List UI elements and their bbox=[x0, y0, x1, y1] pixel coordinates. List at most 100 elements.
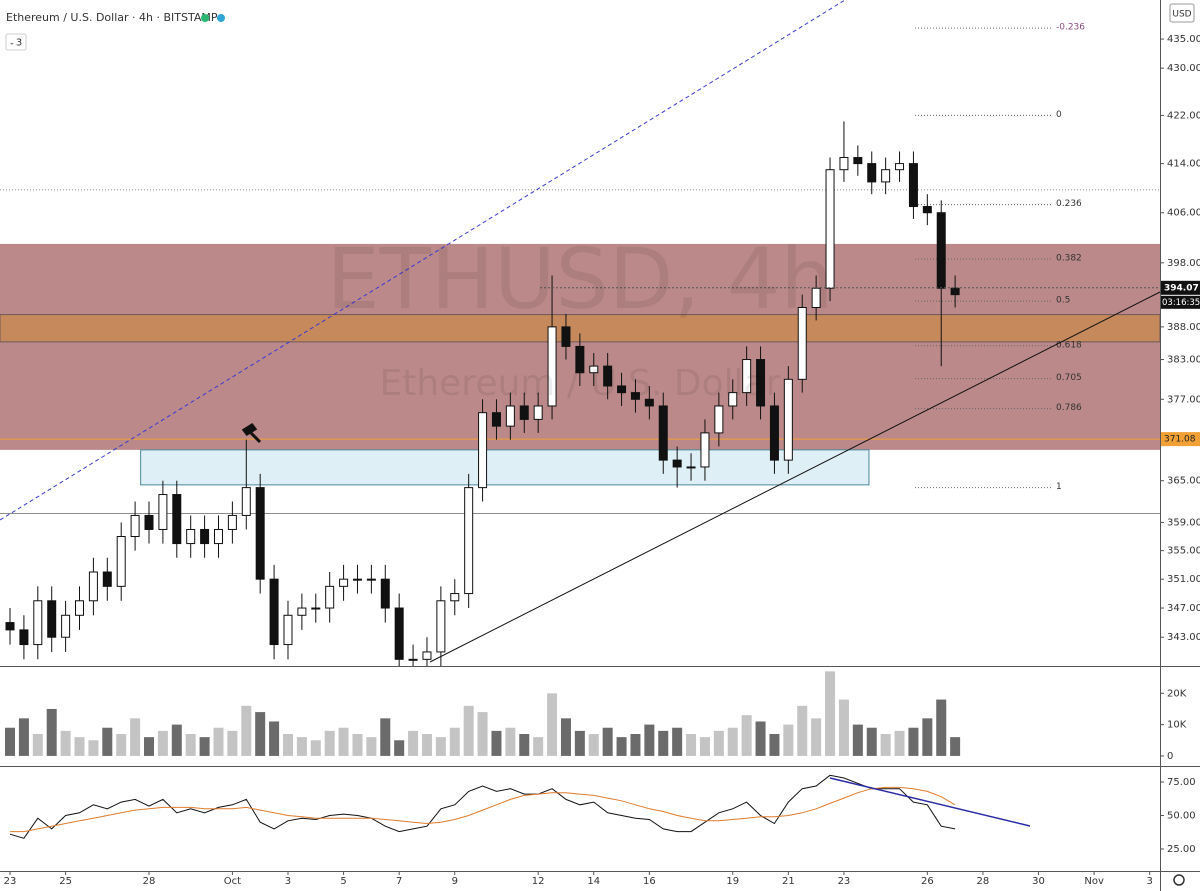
candle-body bbox=[19, 629, 29, 646]
candle-body bbox=[491, 412, 501, 427]
volume-bar bbox=[588, 734, 599, 756]
candle-body bbox=[130, 514, 140, 538]
status-dot bbox=[217, 14, 225, 22]
fib-label: 0.5 bbox=[1056, 296, 1070, 306]
volume-bar bbox=[366, 737, 377, 756]
volume-bar bbox=[408, 730, 419, 756]
x-tick-label: Nov bbox=[1084, 876, 1104, 887]
candle-body bbox=[394, 607, 404, 660]
candle-body bbox=[783, 378, 793, 461]
symbol-title: Ethereum / U.S. Dollar · 4h · BITSTAMP bbox=[6, 11, 218, 24]
candle-body bbox=[867, 163, 877, 183]
candle-body bbox=[478, 412, 488, 489]
y-tick-label: 10K bbox=[1167, 720, 1187, 731]
candle-body bbox=[519, 405, 529, 420]
countdown-label: 03:16:35 bbox=[1162, 298, 1200, 308]
volume-bar bbox=[421, 734, 432, 756]
candle-body bbox=[603, 365, 613, 387]
volume-bar bbox=[18, 718, 29, 756]
candle-body bbox=[269, 578, 279, 646]
fib-label: 0.382 bbox=[1056, 254, 1082, 264]
fib-label: 0 bbox=[1056, 110, 1062, 120]
volume-bar bbox=[394, 740, 405, 756]
x-tick-label: 28 bbox=[143, 876, 156, 887]
candle-body bbox=[241, 487, 251, 516]
y-tick-label: 50.00 bbox=[1167, 810, 1196, 821]
fib-label: -0.236 bbox=[1056, 23, 1085, 33]
volume-bar bbox=[880, 734, 891, 756]
candle-body bbox=[533, 405, 543, 420]
candle-body bbox=[352, 578, 362, 581]
volume-bar bbox=[755, 721, 766, 756]
fib-label: 0.705 bbox=[1056, 373, 1082, 383]
candle-body bbox=[366, 578, 376, 581]
x-tick-label: 3 bbox=[285, 876, 291, 887]
candle-body bbox=[630, 392, 640, 400]
candle-body bbox=[839, 157, 849, 171]
volume-bar bbox=[811, 718, 822, 756]
x-tick-label: 7 bbox=[396, 876, 402, 887]
indicator-count[interactable]: 3 bbox=[16, 38, 22, 49]
volume-bar bbox=[741, 715, 752, 756]
y-tick-label: 422.00 bbox=[1167, 110, 1200, 121]
rsi-line bbox=[10, 786, 956, 833]
candle-body bbox=[922, 206, 932, 214]
volume-bar bbox=[74, 737, 85, 756]
candle-body bbox=[255, 487, 265, 580]
y-tick-label: 359.00 bbox=[1167, 517, 1200, 528]
candle-body bbox=[380, 578, 390, 609]
volume-bar bbox=[449, 727, 460, 756]
currency-label: USD bbox=[1172, 10, 1191, 20]
rsi-line bbox=[9, 774, 956, 839]
candle-body bbox=[547, 326, 557, 407]
indicator-toggle[interactable] bbox=[5, 33, 27, 51]
candle-body bbox=[464, 487, 474, 595]
y-tick-label: 377.00 bbox=[1167, 394, 1200, 405]
candle-body bbox=[644, 398, 654, 407]
volume-bar bbox=[338, 727, 349, 756]
x-tick-label: 14 bbox=[587, 876, 600, 887]
volume-bar bbox=[602, 727, 613, 756]
range-box bbox=[140, 449, 870, 486]
candle-body bbox=[561, 326, 571, 347]
x-tick-label: 5 bbox=[340, 876, 346, 887]
candle-body bbox=[436, 600, 446, 653]
volume-bar bbox=[143, 737, 154, 756]
chevron: ⌄ bbox=[9, 39, 15, 47]
volume-bar bbox=[46, 708, 57, 756]
y-tick-label: 406.00 bbox=[1167, 208, 1200, 219]
candle-body bbox=[200, 528, 210, 545]
candle-body bbox=[61, 614, 71, 638]
candle-body bbox=[714, 405, 724, 434]
candle-body bbox=[756, 359, 766, 407]
candle-body bbox=[589, 365, 599, 374]
candle-body bbox=[227, 514, 237, 530]
volume-bar bbox=[491, 730, 502, 756]
volume-bar bbox=[908, 727, 919, 756]
volume-bar bbox=[547, 693, 558, 756]
settings-icon[interactable] bbox=[1173, 874, 1185, 886]
volume-bar bbox=[797, 705, 808, 756]
volume-bar bbox=[130, 718, 141, 756]
volume-bar bbox=[852, 724, 863, 756]
fib-label: 0.786 bbox=[1056, 403, 1082, 413]
candle-body bbox=[881, 169, 891, 183]
candle-body bbox=[742, 359, 752, 394]
y-tick-label: 25.00 bbox=[1167, 844, 1196, 855]
volume-bar bbox=[477, 712, 488, 756]
volume-bar bbox=[296, 737, 307, 756]
candle-body bbox=[172, 494, 182, 545]
watermark-subtitle: Ethereum / U.S. Dollar bbox=[379, 363, 780, 404]
x-tick-label: 16 bbox=[643, 876, 656, 887]
price-pane: -0.236 0 0.236 0.382 0.5 0.618 0.705 0.786 1 bbox=[0, 23, 1160, 666]
fib-label: 1 bbox=[1056, 482, 1062, 492]
candle-body bbox=[158, 494, 168, 530]
y-tick-label: 351.00 bbox=[1167, 574, 1200, 585]
marked-price-tag bbox=[1160, 432, 1200, 447]
volume-pane bbox=[5, 671, 961, 756]
candle-body bbox=[116, 536, 126, 587]
volume-bar bbox=[783, 724, 794, 756]
y-tick-label: 388.00 bbox=[1167, 322, 1200, 333]
x-tick-label: 12 bbox=[532, 876, 545, 887]
